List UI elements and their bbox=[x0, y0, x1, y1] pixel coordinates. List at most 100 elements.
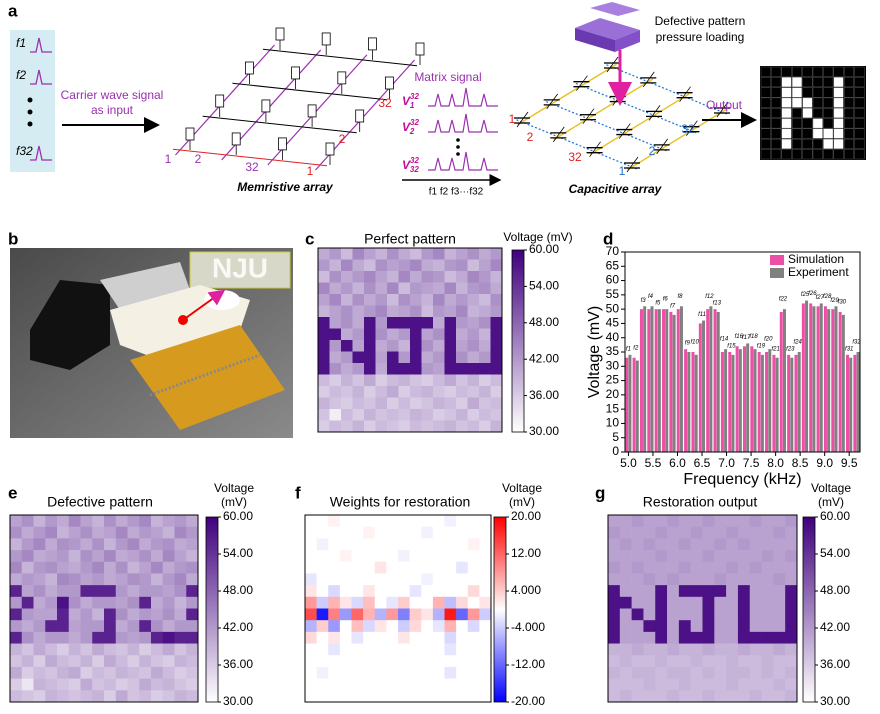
heatmap-cell bbox=[364, 351, 376, 364]
heatmap-cell bbox=[737, 573, 751, 586]
heatmap-cell bbox=[139, 655, 152, 668]
heatmap-cell bbox=[432, 515, 445, 527]
colorbar-label: (mV) bbox=[221, 495, 247, 509]
colorbar-label: (mV) bbox=[818, 495, 844, 509]
heatmap-cell bbox=[104, 526, 117, 539]
colorbar-tick-label: 42.00 bbox=[820, 620, 850, 634]
heatmap-cell bbox=[456, 526, 469, 539]
heatmap-cell bbox=[398, 573, 410, 586]
heatmap-cell bbox=[421, 550, 434, 563]
heatmap-cell bbox=[421, 374, 434, 387]
heatmap-cell bbox=[456, 585, 469, 598]
heatmap-cell bbox=[398, 666, 410, 679]
heatmap-cell bbox=[467, 374, 480, 387]
colorbar-label: Voltage bbox=[502, 481, 542, 495]
line bbox=[232, 82, 387, 101]
signal-wave bbox=[428, 87, 498, 107]
heatmap-cell bbox=[433, 397, 445, 410]
memristor bbox=[291, 66, 301, 80]
bar-label: f4 bbox=[648, 294, 654, 300]
heatmap-cell bbox=[364, 397, 376, 410]
heatmap-cell bbox=[444, 538, 457, 551]
heatmap-cell bbox=[375, 363, 388, 375]
line bbox=[626, 156, 639, 173]
heatmap-cell bbox=[174, 631, 187, 644]
heatmap-cell bbox=[444, 248, 457, 260]
heatmap-cell bbox=[702, 585, 715, 598]
heatmap-cell bbox=[444, 585, 457, 598]
memristor bbox=[185, 127, 195, 141]
heatmap-cell bbox=[467, 561, 480, 574]
heatmap-cell bbox=[363, 526, 376, 539]
heatmap-cell bbox=[761, 538, 774, 551]
heatmap-cell bbox=[374, 666, 387, 679]
frequency-axis: f1 f2 f3···f32 bbox=[429, 187, 484, 198]
heatmap-cell bbox=[174, 678, 187, 691]
bar bbox=[628, 354, 632, 452]
heatmap-cell bbox=[761, 666, 774, 679]
heatmap-cell bbox=[92, 561, 105, 574]
heatmap-cell bbox=[655, 666, 668, 679]
bar-label: f25 bbox=[801, 292, 810, 298]
heatmap-cell bbox=[45, 643, 58, 656]
heatmap-cell bbox=[421, 643, 434, 656]
heatmap-cell bbox=[139, 561, 152, 574]
heatmap-cell bbox=[316, 643, 329, 656]
heatmap-cell bbox=[375, 374, 388, 387]
bar bbox=[834, 306, 838, 452]
heatmap-cell bbox=[421, 363, 434, 375]
bar bbox=[647, 309, 651, 452]
heatmap-cell bbox=[456, 248, 468, 260]
heatmap-cell bbox=[92, 585, 105, 598]
heatmap-cell bbox=[785, 666, 798, 679]
signal-base: V bbox=[402, 120, 411, 134]
heatmap-cell bbox=[364, 363, 376, 375]
heatmap-cell bbox=[351, 643, 364, 656]
heatmap-cell bbox=[690, 678, 703, 691]
heatmap-cell bbox=[410, 409, 422, 421]
heatmap-cell bbox=[737, 608, 751, 621]
bar-label: f21 bbox=[771, 346, 779, 352]
heatmap-cell bbox=[398, 386, 411, 398]
heatmap-cell bbox=[375, 271, 388, 283]
heatmap-cell bbox=[318, 271, 330, 283]
bar bbox=[760, 354, 764, 452]
heatmap-cell bbox=[479, 515, 492, 527]
heatmap-cell bbox=[186, 666, 199, 679]
heatmap-cell bbox=[174, 573, 187, 586]
output-pixel bbox=[760, 66, 771, 77]
heatmap-cell bbox=[726, 666, 739, 679]
heatmap-cell bbox=[726, 608, 739, 621]
heatmap-cell bbox=[444, 655, 457, 668]
line bbox=[627, 108, 727, 171]
heatmap-cell bbox=[631, 573, 644, 586]
heatmap-cell bbox=[619, 666, 632, 679]
dot bbox=[456, 152, 460, 156]
heatmap-cell bbox=[444, 340, 457, 352]
heatmap-cell bbox=[104, 573, 117, 586]
line bbox=[575, 82, 698, 134]
heatmap-cell bbox=[21, 608, 34, 621]
heatmap-cell bbox=[68, 690, 81, 703]
heatmap-cell bbox=[467, 271, 480, 283]
heatmap-cell bbox=[363, 655, 376, 668]
bar-label: f17 bbox=[742, 335, 751, 341]
heatmap-cell bbox=[329, 409, 342, 421]
heatmap-cell bbox=[655, 573, 668, 586]
heatmap-cell bbox=[785, 561, 798, 574]
heatmap-cell bbox=[737, 538, 751, 551]
heatmap-cell bbox=[737, 678, 751, 691]
heatmap-cell bbox=[444, 317, 457, 329]
bar bbox=[713, 309, 717, 452]
heatmap-cell bbox=[318, 363, 330, 375]
output-pixel bbox=[844, 107, 855, 118]
heatmap-cell bbox=[456, 643, 469, 656]
heatmap-cell bbox=[386, 666, 399, 679]
heatmap-cell bbox=[115, 550, 128, 563]
line bbox=[262, 48, 418, 67]
x-tick-label: 8.0 bbox=[767, 456, 784, 470]
heatmap-cell bbox=[329, 317, 342, 329]
heatmap-cell bbox=[398, 526, 410, 539]
heatmap-cell bbox=[316, 550, 329, 563]
heatmap-cell bbox=[328, 620, 341, 633]
